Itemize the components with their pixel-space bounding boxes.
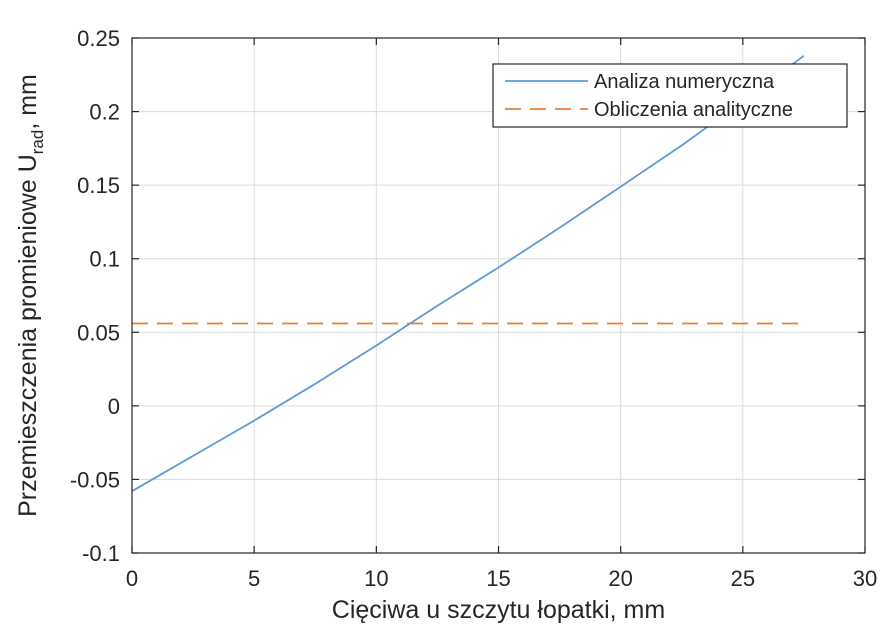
- x-tick-label: 25: [731, 566, 755, 591]
- x-tick-label: 20: [608, 566, 632, 591]
- x-axis-title: Cięciwa u szczytu łopatki, mm: [332, 596, 665, 624]
- legend-label: Analiza numeryczna: [594, 71, 775, 93]
- x-tick-label: 5: [248, 566, 260, 591]
- y-tick-label: 0.1: [89, 247, 120, 272]
- x-tick-label: 30: [853, 566, 877, 591]
- x-tick-label: 15: [486, 566, 510, 591]
- x-tick-label: 10: [364, 566, 388, 591]
- axis-ticks: 0 5 10 15 20 25 30 -0.1 -0.05 0 0.05 0.1 0.15 0.2 0.25: [70, 26, 877, 591]
- legend-label: Obliczenia analityczne: [594, 99, 793, 121]
- series-line: [131, 54, 805, 492]
- legend-box: [492, 63, 848, 128]
- y-tick-label: -0.1: [82, 541, 120, 566]
- y-tick-label: 0.25: [77, 26, 120, 51]
- series-layer: [131, 54, 805, 492]
- legend: Analiza numeryczna Obliczenia analityczne: [492, 63, 848, 128]
- y-tick-label: 0.05: [77, 320, 120, 345]
- y-axis-title-main: Przemieszczenia promieniowe U: [14, 154, 42, 517]
- y-tick-label: 0: [108, 394, 120, 419]
- x-tick-label: 0: [126, 566, 138, 591]
- y-tick-label: -0.05: [70, 467, 120, 492]
- y-tick-label: 0.15: [77, 173, 120, 198]
- y-axis-title: Przemieszczenia promieniowe Urad, mm: [14, 74, 47, 517]
- y-axis-title-suffix: , mm: [14, 74, 42, 130]
- y-axis-title-subscript: rad: [28, 130, 47, 155]
- y-tick-label: 0.2: [89, 100, 120, 125]
